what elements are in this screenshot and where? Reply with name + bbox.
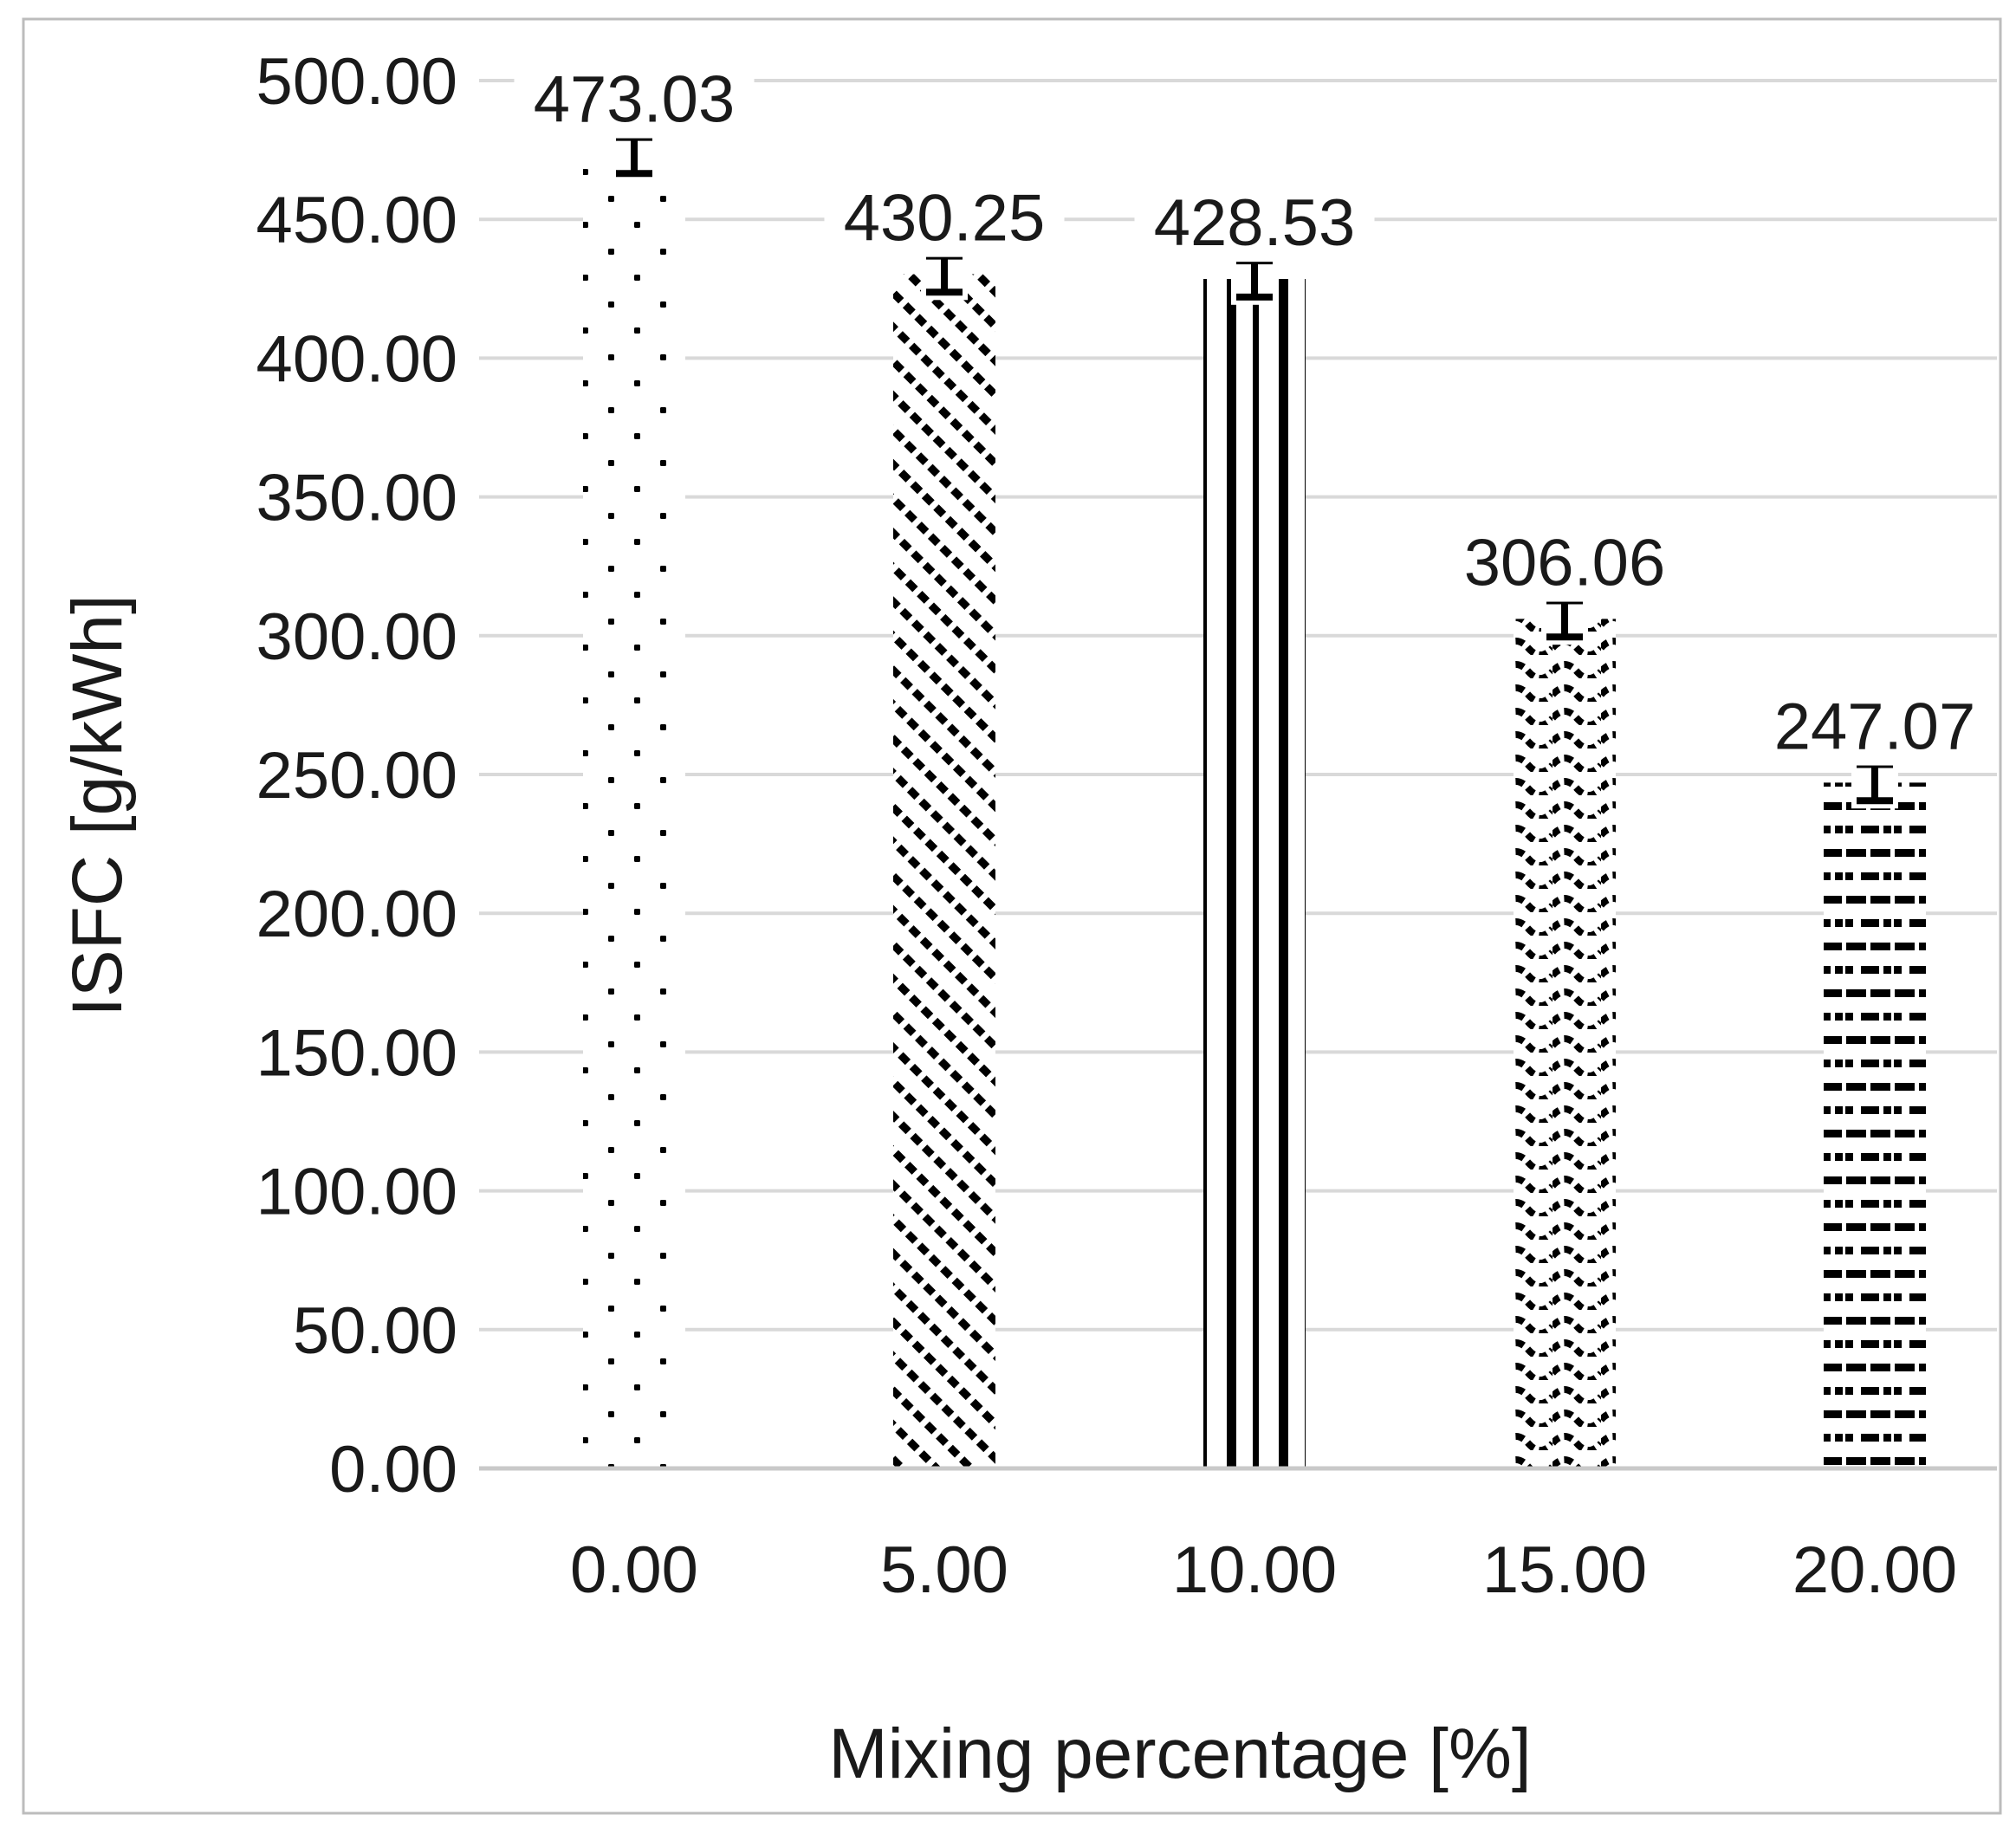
data-label-background <box>514 63 755 139</box>
x-axis-tick-labels: 0.00 5.00 10.00 15.00 20.00 <box>570 1533 1957 1607</box>
y-tick-label: 300.00 <box>256 600 457 674</box>
x-tick-label: 5.00 <box>880 1533 1008 1607</box>
data-label-background <box>1444 527 1685 602</box>
data-label: 247.07 <box>1774 690 1975 764</box>
y-tick-label: 50.00 <box>293 1294 457 1368</box>
x-axis-title: Mixing percentage [%] <box>828 1714 1531 1793</box>
chart-frame-border <box>22 17 2002 1815</box>
data-label: 473.03 <box>534 63 735 137</box>
y-tick-label: 100.00 <box>256 1156 457 1229</box>
data-label: 430.25 <box>844 182 1045 256</box>
y-axis-tick-labels: 0.00 50.00 100.00 150.00 200.00 250.00 300.00 3… <box>256 45 457 1507</box>
data-label: 306.06 <box>1464 527 1665 600</box>
bar-10.00 <box>1203 278 1306 1468</box>
data-label-background <box>1134 187 1375 262</box>
y-tick-label: 200.00 <box>256 878 457 951</box>
bar-5.00 <box>893 274 995 1468</box>
y-tick-label: 350.00 <box>256 462 457 535</box>
y-tick-label: 0.00 <box>329 1433 457 1507</box>
y-tick-label: 450.00 <box>256 184 457 257</box>
data-labels: 473.03 430.25 428.53 306.06 247.07 <box>514 63 1995 766</box>
bar-15.00 <box>1514 619 1616 1468</box>
error-bars <box>611 129 1898 809</box>
y-axis-title: ISFC [g/kWh] <box>58 594 137 1017</box>
data-label: 428.53 <box>1154 186 1355 260</box>
data-label-background <box>824 182 1065 257</box>
x-tick-label: 0.00 <box>570 1533 698 1607</box>
y-tick-label: 400.00 <box>256 322 457 396</box>
x-tick-label: 10.00 <box>1172 1533 1337 1607</box>
x-tick-label: 15.00 <box>1482 1533 1647 1607</box>
bars <box>583 155 1926 1469</box>
x-tick-label: 20.00 <box>1792 1533 1957 1607</box>
data-label-background <box>1754 690 1995 766</box>
y-tick-label: 500.00 <box>256 45 457 119</box>
y-tick-label: 250.00 <box>256 739 457 813</box>
y-tick-label: 150.00 <box>256 1016 457 1090</box>
bar-0.00 <box>583 155 685 1469</box>
bar-20.00 <box>1824 782 1926 1468</box>
